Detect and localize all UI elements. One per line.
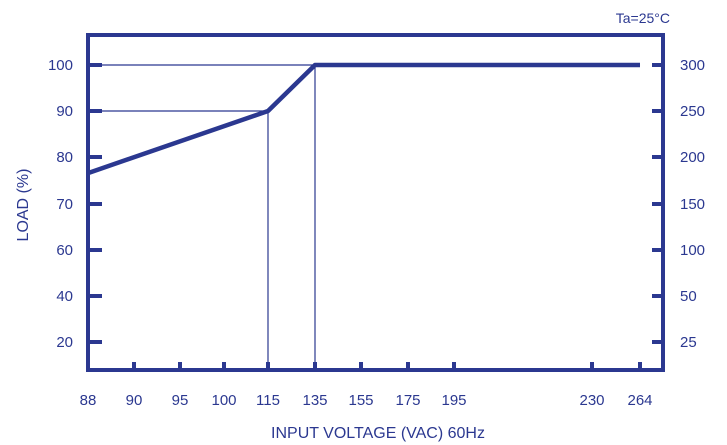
y-tick-label-right: 300 [680,57,705,74]
reference-lines [88,64,316,370]
y-tick-label-right: 150 [680,196,705,213]
plot-frame [86,33,665,372]
y-tick-label-right: 50 [680,288,697,305]
y-tick-label-right: 250 [680,103,705,120]
y-tick-label-left: 80 [56,149,73,166]
y-axis-title: LOAD (%) [15,169,32,242]
y-tick-labels-left: 20 40 60 70 80 90 100 [48,57,73,351]
y-tick-label-right: 100 [680,242,705,259]
x-axis-title: INPUT VOLTAGE (VAC) 60Hz [271,425,485,442]
y-tick-label-left: 70 [56,196,73,213]
x-tick-label: 95 [172,392,189,409]
x-tick-labels: 88 90 95 100 115 135 155 175 195 230 264 [80,392,653,409]
y-tick-label-right: 25 [680,334,697,351]
x-tick-label: 135 [302,392,327,409]
data-series [87,62,641,176]
y-tick-label-left: 100 [48,57,73,74]
x-tick-label: 115 [256,392,280,409]
x-tick-label: 90 [126,392,143,409]
temperature-annotation: Ta=25°C [616,10,670,26]
x-tick-label: 264 [627,392,652,409]
x-tick-label: 88 [80,392,97,409]
x-tick-label: 195 [441,392,466,409]
y-tick-label-left: 40 [56,288,73,305]
series-line [87,62,640,176]
y-tick-label-left: 60 [56,242,73,259]
y-tick-label-left: 90 [56,103,73,120]
y-tick-label-right: 200 [680,149,705,166]
y-tick-labels-right: 25 50 100 150 200 250 300 [680,57,705,351]
x-tick-label: 175 [395,392,420,409]
x-tick-label: 100 [211,392,236,409]
y-tick-label-left: 20 [56,334,73,351]
x-tick-label: 155 [348,392,373,409]
x-tick-label: 230 [579,392,604,409]
